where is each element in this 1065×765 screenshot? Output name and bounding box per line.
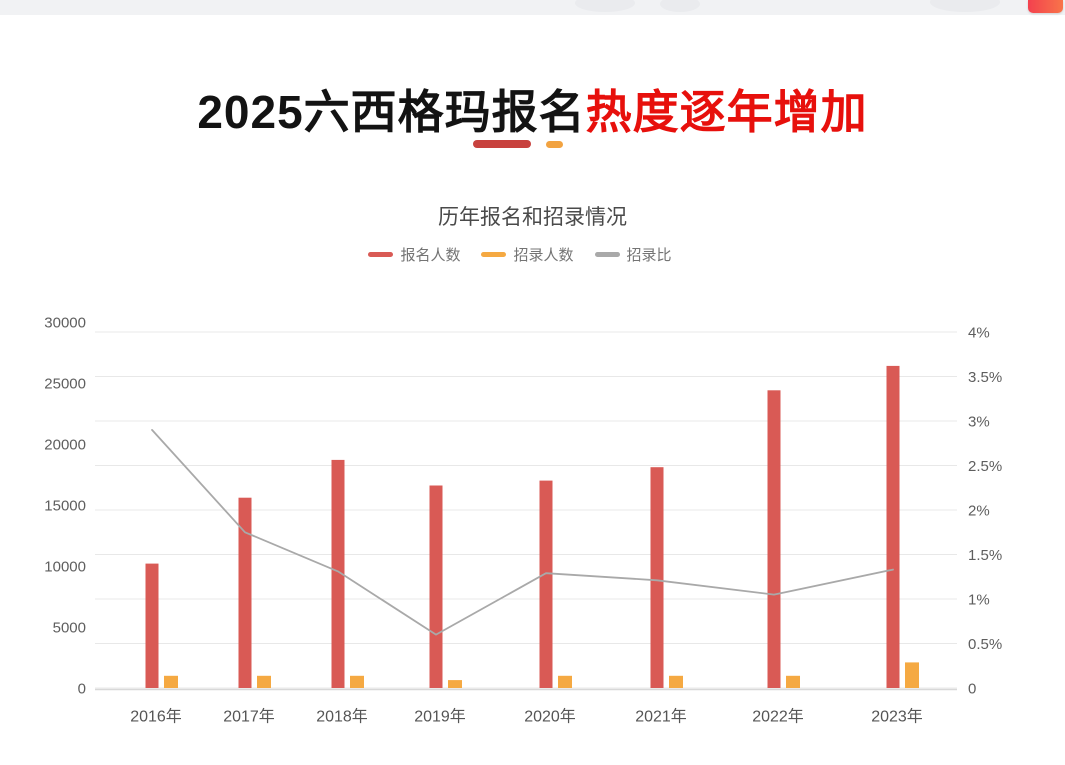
background-decoration [930, 0, 1000, 12]
legend-item-招录比[interactable]: 招录比 [594, 244, 672, 265]
svg-text:2017年: 2017年 [223, 708, 275, 726]
chart-title: 历年报名和招录情况 [438, 206, 627, 229]
x-axis-labels: 2016年 2017年 2018年 2019年 2020年 2021年 2022年 2023年 [130, 708, 923, 726]
svg-text:2018年: 2018年 [316, 708, 368, 726]
legend-label: 报名人数 [400, 247, 461, 264]
svg-text:2016年: 2016年 [130, 708, 182, 726]
svg-text:10000: 10000 [44, 558, 86, 575]
bar [429, 485, 443, 688]
floating-button[interactable] [1028, 0, 1063, 13]
svg-text:2.5%: 2.5% [968, 458, 1002, 475]
legend-item-报名人数[interactable]: 报名人数 [368, 244, 460, 265]
top-bar [0, 0, 1065, 15]
underline-orange-dash [545, 140, 563, 148]
bar [448, 680, 462, 688]
svg-text:0: 0 [78, 680, 86, 697]
bars-招录人数 [164, 662, 919, 688]
bar [767, 390, 781, 688]
bar [145, 563, 159, 688]
svg-text:2021年: 2021年 [635, 708, 687, 726]
svg-text:5000: 5000 [53, 619, 86, 636]
legend-swatch [481, 252, 507, 257]
title-underline [0, 140, 1035, 148]
legend-swatch [594, 252, 620, 257]
bar [238, 497, 252, 688]
page-title-black: 2025六西格玛报名 [197, 86, 586, 138]
bar [539, 480, 553, 688]
bar [331, 459, 345, 688]
svg-text:2022年: 2022年 [752, 708, 804, 726]
svg-text:30000: 30000 [44, 314, 86, 331]
page-title-red: 热度逐年增加 [585, 86, 868, 138]
bar [257, 675, 271, 688]
bar [350, 675, 364, 688]
svg-text:25000: 25000 [44, 375, 86, 392]
bar [558, 675, 572, 688]
y-axis-right-labels: 4% 3.5% 3% 2.5% 2% 1.5% 1% 0.5% 0 [968, 324, 1002, 697]
bar [164, 675, 178, 688]
legend-label: 招录比 [626, 247, 672, 264]
svg-text:0: 0 [968, 680, 976, 697]
chart-legend: 报名人数 招录人数 招录比 [0, 244, 1040, 265]
background-decoration [575, 0, 635, 12]
chart-plot: 30000 25000 20000 15000 10000 5000 0 4% 3.5% 3% 2.… [0, 300, 1065, 760]
page-title: 2025六西格玛报名热度逐年增加 [0, 76, 1065, 142]
bar [786, 675, 800, 688]
bars-报名人数 [145, 365, 900, 688]
svg-text:2023年: 2023年 [871, 708, 923, 726]
underline-red-bar [472, 140, 531, 148]
svg-text:15000: 15000 [44, 497, 86, 514]
svg-text:1.5%: 1.5% [968, 547, 1002, 564]
svg-text:2%: 2% [968, 502, 990, 519]
svg-text:4%: 4% [968, 324, 990, 341]
legend-label: 招录人数 [513, 247, 574, 264]
svg-text:2019年: 2019年 [414, 708, 466, 726]
y-axis-left-labels: 30000 25000 20000 15000 10000 5000 0 [44, 314, 86, 697]
svg-text:3.5%: 3.5% [968, 369, 1002, 386]
svg-text:0.5%: 0.5% [968, 636, 1002, 653]
bar [886, 365, 900, 688]
svg-text:3%: 3% [968, 413, 990, 430]
bar [905, 662, 919, 688]
svg-text:2020年: 2020年 [524, 708, 576, 726]
legend-swatch [368, 252, 394, 257]
bar [650, 467, 664, 688]
svg-text:20000: 20000 [44, 436, 86, 453]
background-decoration [660, 0, 700, 12]
line-招录比 [151, 428, 894, 636]
bar [669, 675, 683, 688]
svg-text:1%: 1% [968, 591, 990, 608]
legend-item-招录人数[interactable]: 招录人数 [481, 244, 574, 265]
